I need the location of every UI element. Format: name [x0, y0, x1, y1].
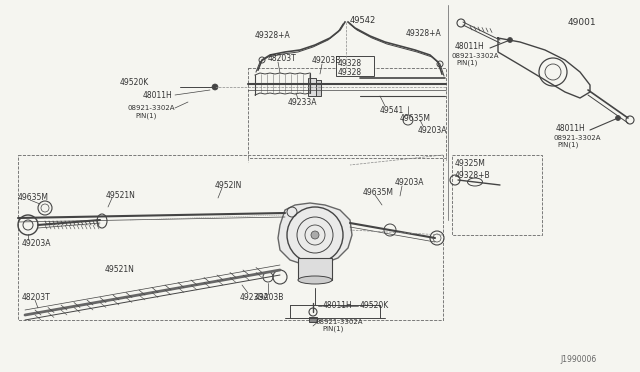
Text: 08921-3302A: 08921-3302A: [553, 135, 600, 141]
Text: PIN(1): PIN(1): [557, 142, 579, 148]
Text: 08921-3302A: 08921-3302A: [316, 319, 364, 325]
Polygon shape: [278, 203, 352, 265]
Text: 49328+A: 49328+A: [406, 29, 442, 38]
Text: 49328: 49328: [338, 67, 362, 77]
Text: 48203T: 48203T: [22, 292, 51, 301]
Text: 49203B: 49203B: [312, 55, 341, 64]
Text: 49325M: 49325M: [455, 158, 486, 167]
Text: 49233A: 49233A: [288, 97, 317, 106]
Text: 49328+A: 49328+A: [255, 31, 291, 39]
Text: 49203A: 49203A: [22, 238, 51, 247]
Text: 49635M: 49635M: [18, 192, 49, 202]
Circle shape: [508, 38, 513, 42]
Bar: [298, 258, 332, 280]
Bar: [18, 155, 443, 320]
Text: 49542: 49542: [350, 16, 376, 25]
Text: 49203A: 49203A: [395, 177, 424, 186]
Text: 49203A: 49203A: [418, 125, 447, 135]
Bar: [316, 80, 321, 96]
Text: 49541: 49541: [380, 106, 404, 115]
Bar: [452, 155, 542, 235]
Circle shape: [212, 84, 218, 90]
Text: 49635M: 49635M: [363, 187, 394, 196]
Text: 49521N: 49521N: [105, 266, 135, 275]
Text: 49521N: 49521N: [106, 190, 136, 199]
Text: 49233A: 49233A: [240, 292, 269, 301]
Text: 49203B: 49203B: [255, 294, 284, 302]
Text: 49520K: 49520K: [120, 77, 149, 87]
Text: J1990006: J1990006: [560, 356, 596, 365]
Text: 4952IN: 4952IN: [215, 180, 243, 189]
Text: 48011H: 48011H: [143, 90, 173, 99]
Text: 49520K: 49520K: [360, 301, 389, 311]
Text: PIN(1): PIN(1): [322, 326, 344, 332]
Text: 48203T: 48203T: [268, 54, 297, 62]
Text: 48011H: 48011H: [556, 124, 586, 132]
Circle shape: [311, 231, 319, 239]
Ellipse shape: [298, 276, 332, 284]
Text: 48011H: 48011H: [323, 301, 353, 311]
Bar: [309, 317, 317, 322]
Bar: [248, 68, 446, 158]
Bar: [308, 78, 316, 96]
Bar: [336, 56, 374, 76]
Circle shape: [616, 115, 621, 121]
Text: 49001: 49001: [568, 17, 596, 26]
Text: 48011H: 48011H: [455, 42, 484, 51]
Text: 08921-3302A: 08921-3302A: [452, 53, 499, 59]
Text: 49328+B: 49328+B: [455, 170, 491, 180]
Text: PIN(1): PIN(1): [135, 113, 156, 119]
Text: 08921-3302A: 08921-3302A: [128, 105, 175, 111]
Text: 49635M: 49635M: [400, 113, 431, 122]
Text: 49328: 49328: [338, 58, 362, 67]
Text: PIN(1): PIN(1): [456, 60, 477, 66]
